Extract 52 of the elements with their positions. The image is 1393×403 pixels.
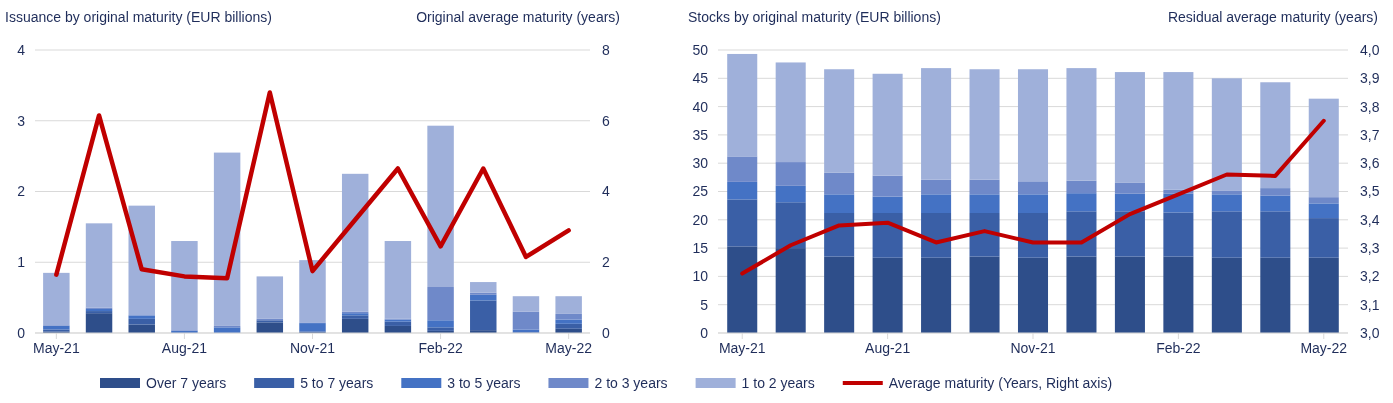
y2-tick-label: 3,1	[1360, 296, 1380, 313]
y-tick-label: 35	[692, 126, 709, 143]
y2-tick-label: 0	[602, 324, 610, 341]
y2-tick-label: 3,3	[1360, 240, 1380, 257]
y-tick-label: 1	[17, 254, 26, 271]
y-tick-label: 20	[692, 211, 709, 228]
legend-label: 1 to 2 years	[741, 375, 815, 391]
y-tick-label: 40	[692, 98, 709, 115]
y-tick-label: 2	[17, 183, 26, 200]
y-tick-label: 5	[700, 296, 709, 313]
x-tick-label: May-21	[718, 339, 766, 356]
legend-label: Average maturity (Years, Right axis)	[888, 375, 1113, 391]
x-tick-label: May-21	[33, 339, 80, 356]
y2-tick-label: 8	[602, 41, 610, 58]
y2-tick-label: 3,0	[1360, 324, 1380, 341]
y-axis-title: Stocks by original maturity (EUR billions)	[688, 9, 941, 25]
legend-label: 5 to 7 years	[300, 375, 374, 391]
x-tick-label: May-22	[1300, 339, 1348, 356]
x-tick-label: Feb-22	[1156, 339, 1201, 356]
x-tick-label: Aug-21	[865, 339, 911, 356]
y-tick-label: 3	[17, 112, 26, 129]
y-tick-label: 30	[692, 155, 709, 172]
y-tick-label: 4	[17, 41, 26, 58]
legend-label: 2 to 3 years	[594, 375, 668, 391]
y2-axis-title: Residual average maturity (years)	[1167, 9, 1378, 25]
y2-tick-label: 3,6	[1360, 155, 1380, 172]
y2-tick-label: 3,7	[1360, 126, 1380, 143]
x-tick-label: Feb-22	[418, 339, 463, 356]
y-tick-label: 10	[692, 268, 709, 285]
x-tick-label: Nov-21	[1010, 339, 1056, 356]
y-tick-label: 50	[692, 41, 709, 58]
x-tick-label: Aug-21	[161, 339, 208, 356]
y2-tick-label: 3,9	[1360, 70, 1380, 87]
y2-tick-label: 3,4	[1360, 211, 1380, 228]
y-axis-title: Issuance by original maturity (EUR billions)	[5, 9, 272, 25]
x-tick-label: Nov-21	[289, 339, 336, 356]
y-tick-label: 0	[17, 324, 26, 341]
y2-tick-label: 3,2	[1360, 268, 1380, 285]
y-tick-label: 0	[700, 324, 709, 341]
y2-tick-label: 4,0	[1360, 41, 1380, 58]
legend-label: 3 to 5 years	[447, 375, 521, 391]
y2-axis-title: Original average maturity (years)	[416, 9, 620, 25]
y-tick-label: 45	[692, 70, 709, 87]
y2-tick-label: 3,5	[1360, 183, 1380, 200]
y2-tick-label: 3,8	[1360, 98, 1380, 115]
y2-tick-label: 4	[602, 183, 610, 200]
y2-tick-label: 6	[602, 112, 610, 129]
legend-label: Over 7 years	[146, 375, 227, 391]
x-tick-label: May-22	[545, 339, 593, 356]
y2-tick-label: 2	[602, 254, 610, 271]
y-tick-label: 25	[692, 183, 709, 200]
y-tick-label: 15	[692, 240, 709, 257]
